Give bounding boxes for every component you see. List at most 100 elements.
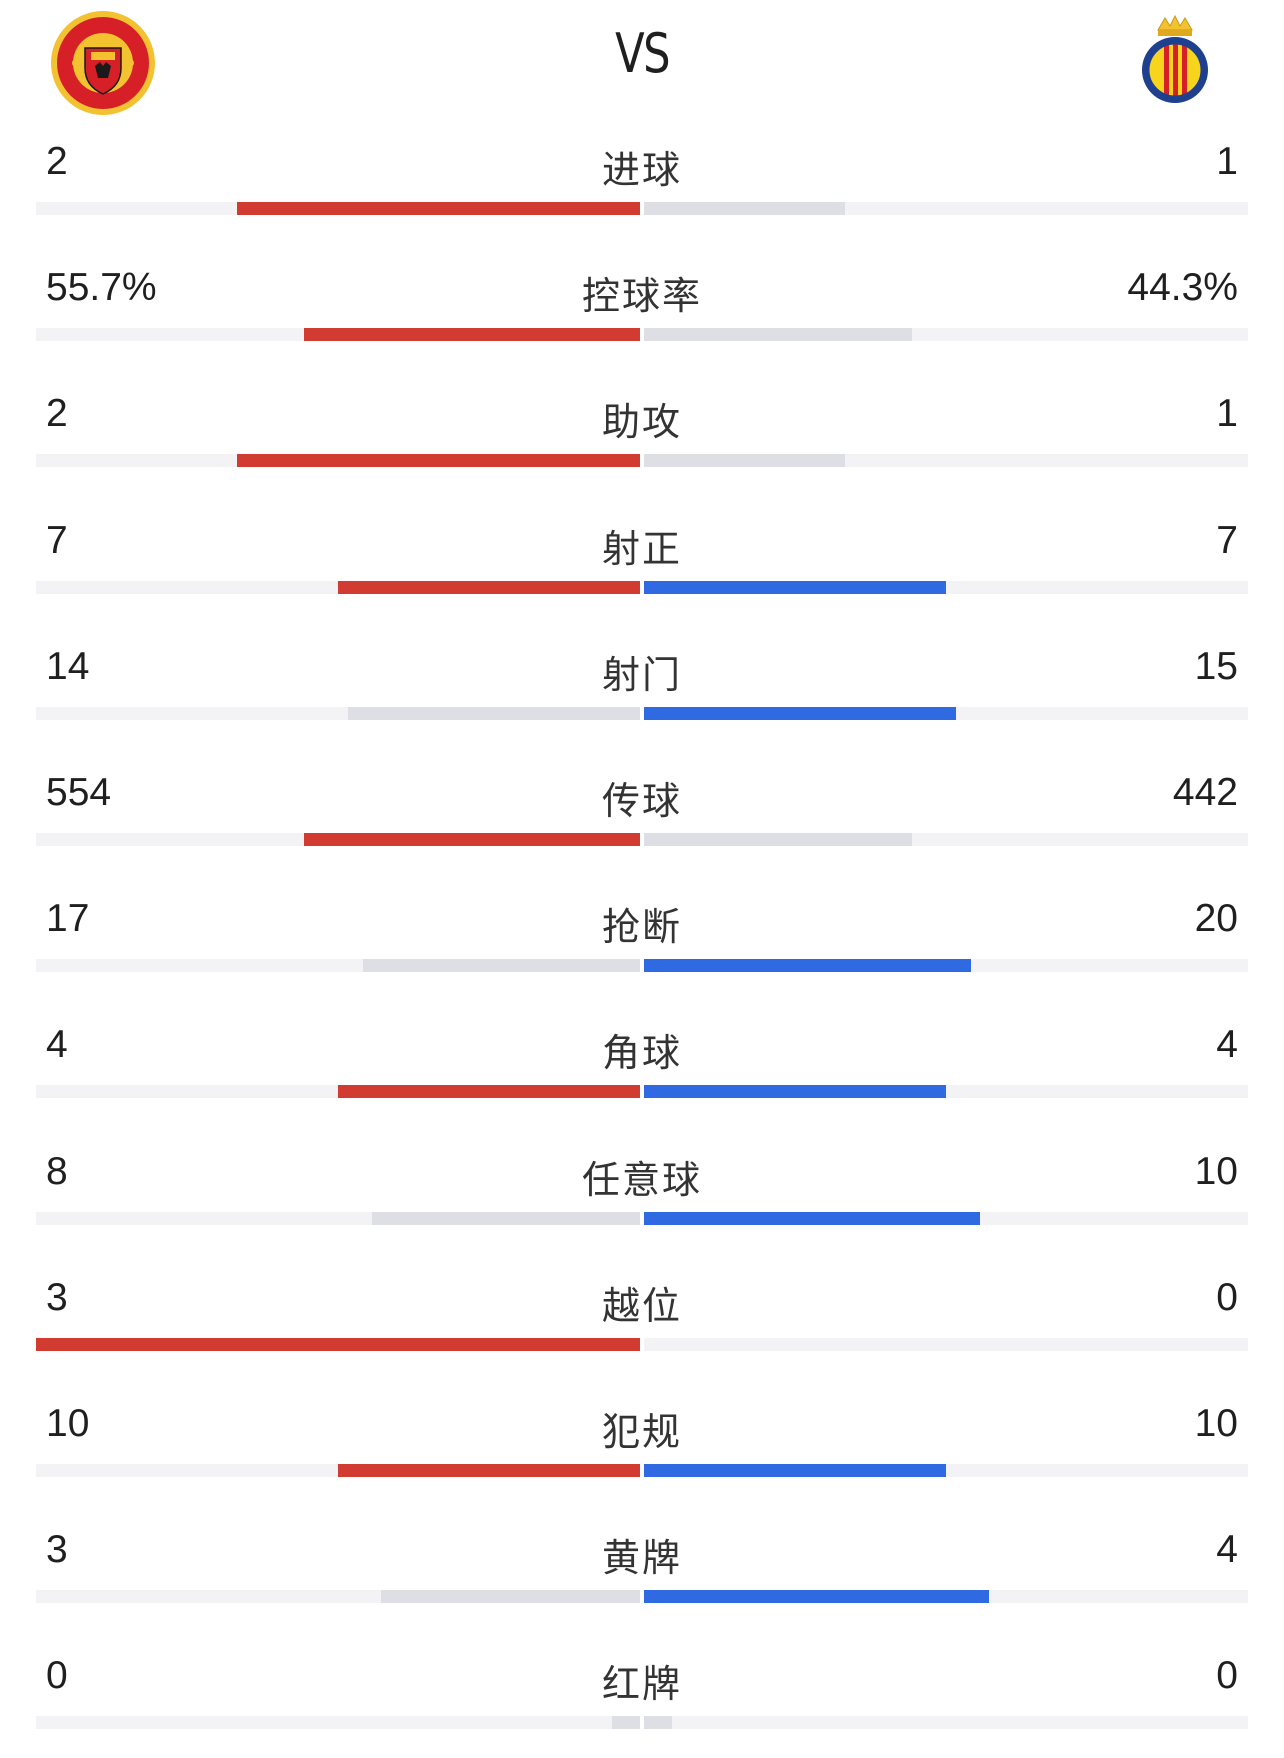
home-bar-fill: [237, 454, 640, 468]
stat-row: 3 黄牌 4: [0, 1506, 1284, 1632]
match-header: VS: [0, 0, 1284, 125]
stat-row: 0 红牌 0: [0, 1632, 1284, 1758]
away-bar-fill: [644, 1211, 980, 1225]
stat-label: 越位: [601, 1283, 682, 1328]
home-value: 17: [46, 897, 90, 941]
home-bar-fill: [304, 832, 640, 846]
home-bar-track: [36, 1211, 640, 1225]
away-bar-fill: [644, 1085, 946, 1099]
away-value: 15: [1194, 644, 1238, 688]
stat-label: 射门: [601, 652, 682, 697]
match-stats-list: 2 进球 1 55.7% 控球率 44.3% 2 助攻 1 7 射正 7 14 射门 15 554 传球 442 1…: [0, 118, 1284, 1758]
home-bar-fill: [380, 1590, 640, 1604]
home-value: 8: [46, 1149, 68, 1193]
away-bar-track: [644, 706, 1248, 720]
home-value: 55.7%: [46, 266, 157, 310]
manchester-united-crest-icon: [51, 11, 155, 115]
away-bar-track: [644, 1211, 1248, 1225]
away-bar-track: [644, 1716, 1248, 1730]
stat-row: 8 任意球 10: [0, 1128, 1284, 1254]
home-value: 4: [46, 1023, 68, 1067]
stat-label: 任意球: [581, 1157, 702, 1202]
stat-row: 7 射正 7: [0, 497, 1284, 623]
home-value: 14: [46, 644, 90, 688]
away-value: 10: [1194, 1401, 1238, 1445]
away-bar-track: [644, 454, 1248, 468]
home-bar-track: [36, 1085, 640, 1099]
home-bar-track: [36, 454, 640, 468]
away-value: 10: [1194, 1149, 1238, 1193]
away-bar-fill: [644, 328, 912, 342]
stat-row: 554 传球 442: [0, 749, 1284, 875]
home-bar-track: [36, 202, 640, 215]
home-bar-fill: [338, 1463, 640, 1477]
home-value: 10: [46, 1401, 90, 1445]
stat-row: 17 抢断 20: [0, 875, 1284, 1001]
stat-label: 助攻: [601, 400, 682, 445]
home-bar-track: [36, 1590, 640, 1604]
away-value: 0: [1216, 1654, 1238, 1698]
home-value: 0: [46, 1654, 68, 1698]
away-bar-track: [644, 1463, 1248, 1477]
home-bar-track: [36, 1463, 640, 1477]
home-bar-track: [36, 1716, 640, 1730]
stat-row: 4 角球 4: [0, 1001, 1284, 1127]
stat-row: 2 助攻 1: [0, 370, 1284, 496]
home-bar-fill: [371, 1211, 640, 1225]
home-value: 3: [46, 1275, 68, 1319]
stat-row: 14 射门 15: [0, 623, 1284, 749]
away-bar-track: [644, 328, 1248, 342]
stat-label: 犯规: [601, 1409, 682, 1454]
away-bar-fill: [644, 832, 913, 846]
home-bar-track: [36, 328, 640, 342]
home-value: 7: [46, 518, 68, 562]
away-value: 7: [1216, 518, 1238, 562]
away-bar-track: [644, 580, 1248, 594]
stat-row: 3 越位 0: [0, 1254, 1284, 1380]
away-value: 1: [1216, 392, 1238, 436]
away-bar-fill: [644, 202, 846, 215]
home-bar-track: [36, 706, 640, 720]
away-value: 20: [1194, 897, 1238, 941]
home-bar-fill: [348, 706, 640, 720]
vs-label: VS: [615, 22, 670, 85]
home-value: 2: [46, 140, 68, 183]
away-bar-track: [644, 832, 1248, 846]
stat-label: 抢断: [601, 905, 682, 950]
away-bar-track: [644, 959, 1248, 973]
away-bar-fill: [644, 1463, 946, 1477]
home-bar-fill: [338, 1085, 640, 1099]
stat-label: 黄牌: [601, 1536, 682, 1581]
home-bar-fill: [36, 1337, 640, 1351]
stat-row: 55.7% 控球率 44.3%: [0, 244, 1284, 370]
stat-label: 进球: [601, 148, 682, 192]
away-value: 4: [1216, 1528, 1238, 1572]
away-bar-track: [644, 1085, 1248, 1099]
away-value: 0: [1216, 1275, 1238, 1319]
stat-row: 10 犯规 10: [0, 1380, 1284, 1506]
home-value: 554: [46, 770, 112, 814]
stat-label: 红牌: [601, 1662, 682, 1707]
stat-label: 控球率: [581, 274, 702, 319]
away-bar-track: [644, 202, 1248, 215]
home-bar-track: [36, 959, 640, 973]
home-bar-fill: [237, 202, 640, 215]
home-bar-fill: [338, 580, 640, 594]
away-bar-fill: [644, 580, 946, 594]
away-value: 4: [1216, 1023, 1238, 1067]
away-bar-fill: [644, 1716, 672, 1730]
home-bar-fill: [303, 328, 640, 342]
stat-label: 射正: [601, 526, 682, 571]
stat-label: 角球: [601, 1031, 682, 1076]
away-bar-fill: [644, 454, 846, 468]
home-bar-fill: [612, 1716, 640, 1730]
away-value: 1: [1216, 140, 1238, 183]
home-bar-track: [36, 580, 640, 594]
villarreal-crest-icon: [1142, 14, 1208, 103]
away-bar-track: [644, 1590, 1248, 1604]
away-bar-track: [644, 1337, 1248, 1351]
away-value: 44.3%: [1127, 266, 1238, 310]
home-value: 2: [46, 392, 68, 436]
away-bar-fill: [644, 1590, 989, 1604]
home-bar-fill: [362, 959, 640, 973]
